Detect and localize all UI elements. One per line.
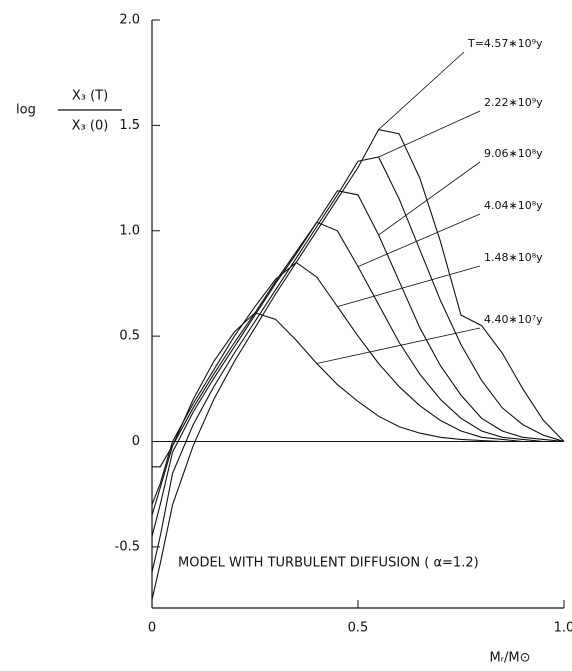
curve <box>152 312 564 468</box>
y-tick-label: -0.5 <box>115 539 140 554</box>
y-label-prefix: log <box>16 103 36 118</box>
legend-label: 4.04∗10⁸y <box>484 199 543 212</box>
curve <box>151 261 564 505</box>
y-tick-label: 1.0 <box>119 223 140 238</box>
leader-line <box>357 213 481 267</box>
curve <box>151 190 565 537</box>
curve <box>151 156 565 573</box>
x-tick-label: 0.5 <box>348 621 369 636</box>
curve <box>151 128 565 600</box>
leader-line <box>378 51 465 130</box>
leader-line <box>316 327 481 364</box>
y-tick-label: 1.5 <box>119 118 140 133</box>
annotation: MODEL WITH TURBULENT DIFFUSION ( α=1.2) <box>178 556 479 571</box>
legend-label: 1.48∗10⁸y <box>484 251 543 264</box>
y-label-numerator: X₃ (T) <box>72 89 108 104</box>
legend-label: 9.06∗10⁸y <box>484 147 543 160</box>
y-label-denominator: X₃ (0) <box>72 119 109 134</box>
x-tick-label: 0 <box>148 621 156 636</box>
x-label: Mᵣ/M⊙ <box>489 651 530 666</box>
leader-line <box>378 110 481 158</box>
y-tick-label: 2.0 <box>119 13 140 28</box>
leader-line <box>378 161 481 236</box>
leader-line <box>337 265 481 308</box>
legend-label: 2.22∗10⁹y <box>484 96 543 109</box>
curve <box>151 221 564 516</box>
x-tick-label: 1.0 <box>554 621 572 636</box>
y-tick-label: 0.5 <box>119 329 140 344</box>
legend-label: 4.40∗10⁷y <box>484 313 543 326</box>
y-tick-label: 0 <box>132 434 140 449</box>
legend-label: T=4.57∗10⁹y <box>467 37 543 50</box>
